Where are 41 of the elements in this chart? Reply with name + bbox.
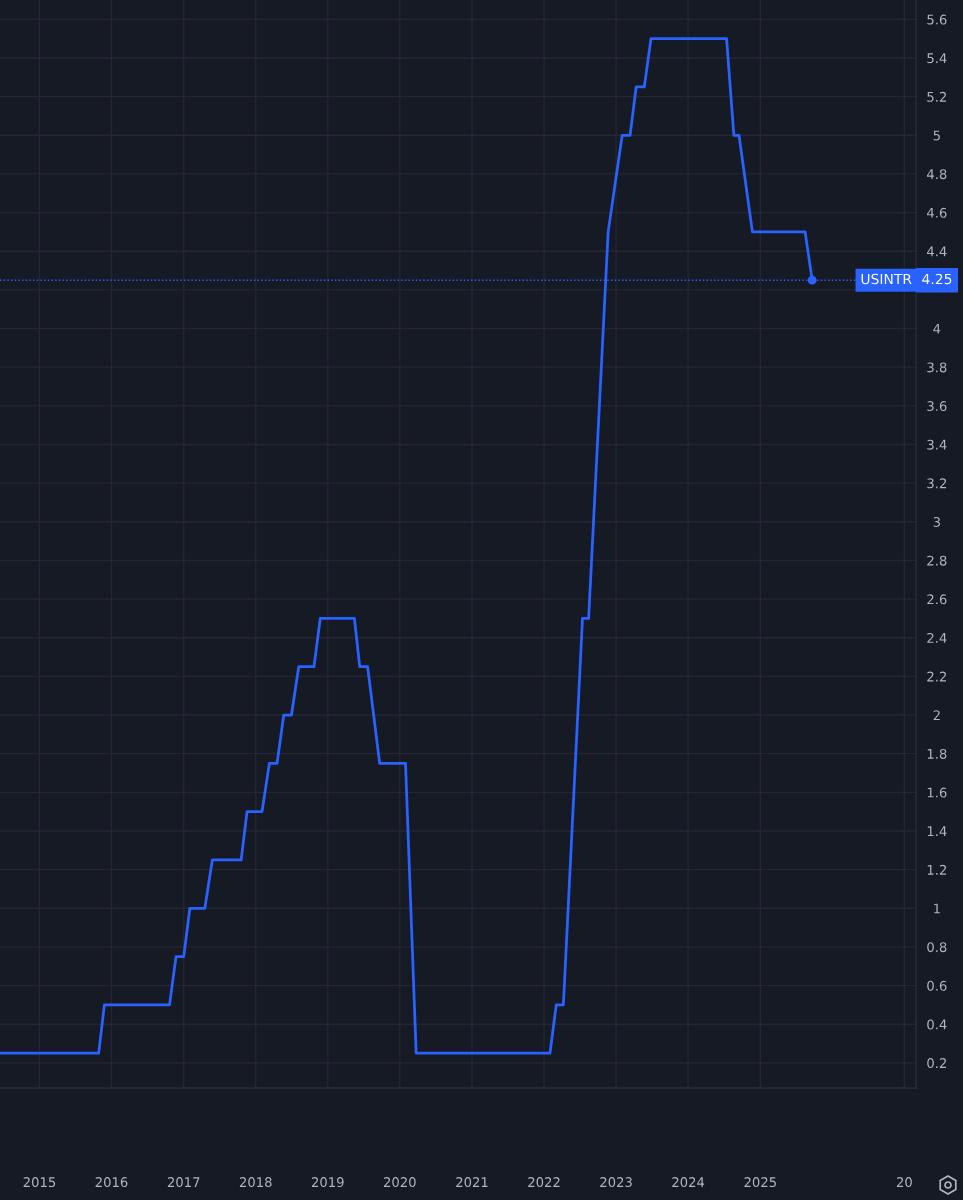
y-tick-label: 2.8 [927,555,947,566]
x-tick-label: 2017 [167,1177,200,1188]
y-tick-label: 0.6 [927,980,947,991]
y-tick-label: 2 [933,710,940,721]
x-tick-label: 2025 [744,1177,776,1188]
y-tick-label: 5.6 [927,14,947,25]
x-tick-label: 2015 [23,1177,56,1188]
y-tick-label: 4.8 [926,169,947,180]
y-tick-label: 2.6 [927,594,947,605]
y-tick-label: 1.2 [927,864,946,875]
y-tick-label: 0.8 [927,942,947,953]
y-tick-label: 3.2 [927,478,946,489]
x-tick-label: 2020 [383,1177,416,1188]
y-tick-label: 5.2 [927,91,946,102]
ref-line-label: 4.25 [922,273,952,285]
x-tick-label: 2016 [95,1177,128,1188]
x-tick-label: 2019 [311,1177,344,1188]
y-tick-label: 3.8 [927,362,947,373]
y-tick-label: 1.4 [927,826,947,836]
x-tick-label: 2024 [672,1177,705,1188]
x-tick-label: 2022 [528,1177,560,1188]
y-tick-label: 5 [933,130,940,141]
y-tick-label: 3 [933,517,940,527]
y-tick-label: 2.4 [927,632,947,643]
x-tick-label: 20 [896,1177,912,1188]
y-tick-label: 1.8 [927,748,947,759]
y-tick-label: 4.6 [926,207,947,218]
y-tick-label: 0.4 [927,1019,947,1030]
y-tick-label: 4.4 [926,246,947,257]
text: USINTR [861,273,912,285]
y-tick-label: 3.4 [927,439,947,450]
x-tick-label: 2023 [600,1177,632,1188]
y-tick-label: 4 [933,323,941,334]
y-tick-label: 1 [934,903,940,914]
x-tick-label: 2021 [456,1177,488,1188]
y-tick-label: 5.4 [927,53,947,64]
x-tick-label: 2018 [239,1177,272,1188]
y-tick-label: 3.6 [927,401,947,412]
y-tick-label: 0.2 [927,1058,946,1069]
y-tick-label: 2.2 [927,671,946,682]
y-tick-label: 1.6 [927,787,947,798]
